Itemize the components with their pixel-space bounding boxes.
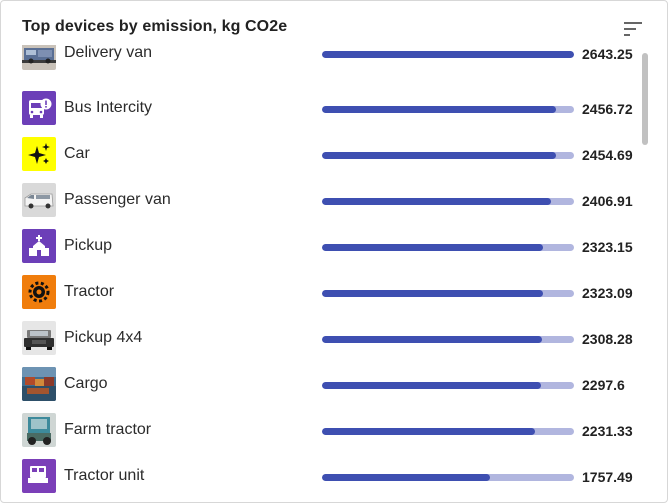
progress-track <box>322 106 574 113</box>
list-item[interactable]: Cargo 2297.6 <box>1 367 641 413</box>
cargo-photo-icon <box>22 367 56 401</box>
list-item[interactable]: Delivery van 2643.25 <box>1 45 641 91</box>
progress-fill <box>322 152 557 159</box>
sort-button[interactable] <box>623 20 643 38</box>
bus-icon <box>22 91 56 125</box>
progress-fill <box>322 198 552 205</box>
progress-fill <box>322 336 543 343</box>
progress-fill <box>322 106 557 113</box>
gear-icon <box>22 275 56 309</box>
progress-fill <box>322 474 490 481</box>
pickup-photo-icon <box>22 321 56 355</box>
progress-track <box>322 336 574 343</box>
device-name: Passenger van <box>64 191 171 208</box>
progress-track <box>322 244 574 251</box>
list-item[interactable]: Farm tractor 2231.33 <box>1 413 641 459</box>
truck-icon <box>22 459 56 493</box>
device-name: Tractor <box>64 283 115 300</box>
progress-track <box>322 474 574 481</box>
progress-fill <box>322 51 574 58</box>
progress-track <box>322 428 574 435</box>
widget-title: Top devices by emission, kg CO2e <box>22 18 288 35</box>
device-value: 2323.15 <box>582 239 633 255</box>
delivery-van-photo-icon <box>22 45 56 70</box>
device-name: Bus Intercity <box>64 99 153 116</box>
list-item[interactable]: Pickup 4x4 2308.28 <box>1 321 641 367</box>
device-name: Delivery van <box>64 45 153 61</box>
device-name: Car <box>64 145 90 162</box>
progress-fill <box>322 382 542 389</box>
progress-track <box>322 198 574 205</box>
device-value: 1757.49 <box>582 469 633 485</box>
progress-fill <box>322 428 535 435</box>
progress-track <box>322 51 574 58</box>
list-item[interactable]: Pickup 2323.15 <box>1 229 641 275</box>
list-item[interactable]: Tractor 2323.09 <box>1 275 641 321</box>
farm-tractor-photo-icon <box>22 413 56 447</box>
device-value: 2454.69 <box>582 147 633 163</box>
device-name: Cargo <box>64 375 108 392</box>
list-item[interactable]: Tractor unit 1757.49 <box>1 459 641 500</box>
sort-lines-icon <box>624 22 642 36</box>
progress-track <box>322 290 574 297</box>
device-list: Delivery van 2643.25 Bus Intercity <box>1 45 641 500</box>
device-value: 2643.25 <box>582 46 633 62</box>
device-name: Pickup <box>64 237 113 254</box>
device-value: 2323.09 <box>582 285 633 301</box>
progress-fill <box>322 290 544 297</box>
progress-track <box>322 382 574 389</box>
device-value: 2297.6 <box>582 377 625 393</box>
passenger-van-photo-icon <box>22 183 56 217</box>
device-value: 2308.28 <box>582 331 633 347</box>
sparkle-icon <box>22 137 56 171</box>
list-item[interactable]: Bus Intercity 2456.72 <box>1 91 641 137</box>
list-item[interactable]: Car 2454.69 <box>1 137 641 183</box>
scrollbar-thumb[interactable] <box>642 53 648 145</box>
church-icon <box>22 229 56 263</box>
device-name: Pickup 4x4 <box>64 329 143 346</box>
device-name: Tractor unit <box>64 467 145 484</box>
device-value: 2456.72 <box>582 101 633 117</box>
progress-fill <box>322 244 544 251</box>
device-value: 2406.91 <box>582 193 633 209</box>
device-value: 2231.33 <box>582 423 633 439</box>
list-item[interactable]: Passenger van 2406.91 <box>1 183 641 229</box>
device-name: Farm tractor <box>64 421 152 438</box>
progress-track <box>322 152 574 159</box>
